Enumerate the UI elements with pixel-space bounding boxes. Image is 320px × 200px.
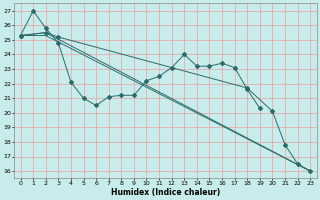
- X-axis label: Humidex (Indice chaleur): Humidex (Indice chaleur): [111, 188, 220, 197]
